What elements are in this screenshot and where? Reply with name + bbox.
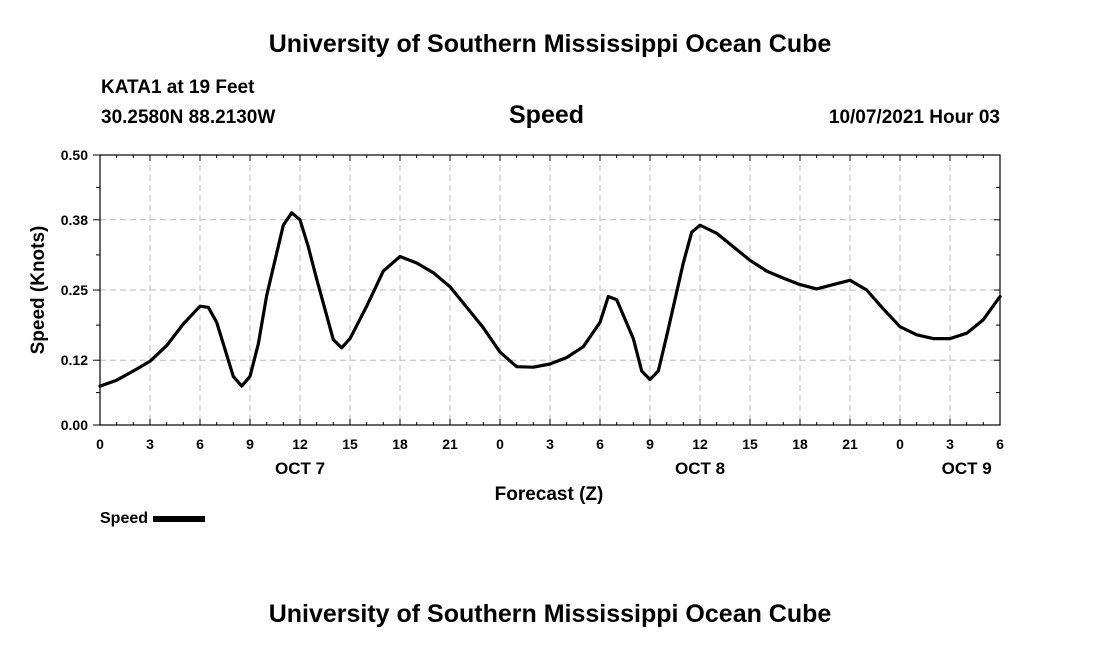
y-tick-label: 0.50: [61, 147, 88, 163]
day-label: OCT 9: [942, 459, 992, 478]
tick-labels: 0 3 6 9 12 15 18 21 0 3 6 9 12 15 18 21 0 3 6 0.00 0.12 0.25 0…: [61, 147, 1004, 478]
y-tick-label: 0.00: [61, 417, 88, 433]
speed-series-line: [98, 211, 1002, 388]
x-tick-label: 0: [96, 436, 104, 452]
x-tick-label: 12: [292, 436, 308, 452]
day-label: OCT 8: [675, 459, 725, 478]
x-tick-label: 21: [442, 436, 458, 452]
x-tick-label: 9: [246, 436, 254, 452]
series-layer: [98, 211, 1002, 388]
x-tick-label: 18: [792, 436, 808, 452]
day-label: OCT 7: [275, 459, 325, 478]
y-tick-label: 0.38: [61, 212, 88, 228]
footer-title: University of Southern Mississippi Ocean…: [268, 600, 832, 628]
x-tick-label: 3: [546, 436, 554, 452]
x-tick-label: 21: [842, 436, 858, 452]
grid-lines: [100, 155, 1000, 425]
x-tick-label: 15: [742, 436, 758, 452]
axes: [93, 154, 1001, 426]
x-tick-label: 12: [692, 436, 708, 452]
x-tick-label: 0: [496, 436, 504, 452]
forecast-datetime: 10/07/2021 Hour 03: [828, 107, 1000, 128]
x-tick-label: 18: [392, 436, 408, 452]
y-tick-label: 0.25: [61, 282, 88, 298]
x-axis-title: Forecast (Z): [495, 484, 604, 505]
station-coordinates: 30.2580N 88.2130W: [101, 107, 276, 128]
x-tick-label: 15: [342, 436, 358, 452]
y-axis-title: Speed (Knots): [28, 226, 49, 355]
y-tick-label: 0.12: [61, 352, 88, 368]
x-tick-label: 3: [946, 436, 954, 452]
legend-label: Speed: [100, 510, 149, 527]
chart-title: Speed: [509, 101, 585, 129]
legend: Speed: [100, 510, 206, 530]
page-title: University of Southern Mississippi Ocean…: [268, 30, 832, 58]
station-label: KATA1 at 19 Feet: [101, 77, 255, 98]
legend-line-swatch: [153, 516, 206, 522]
plot-frame: [99, 154, 1001, 426]
x-tick-label: 3: [146, 436, 154, 452]
x-tick-label: 0: [896, 436, 904, 452]
x-tick-label: 6: [196, 436, 204, 452]
x-tick-label: 6: [996, 436, 1004, 452]
x-tick-label: 6: [596, 436, 604, 452]
x-tick-label: 9: [646, 436, 654, 452]
